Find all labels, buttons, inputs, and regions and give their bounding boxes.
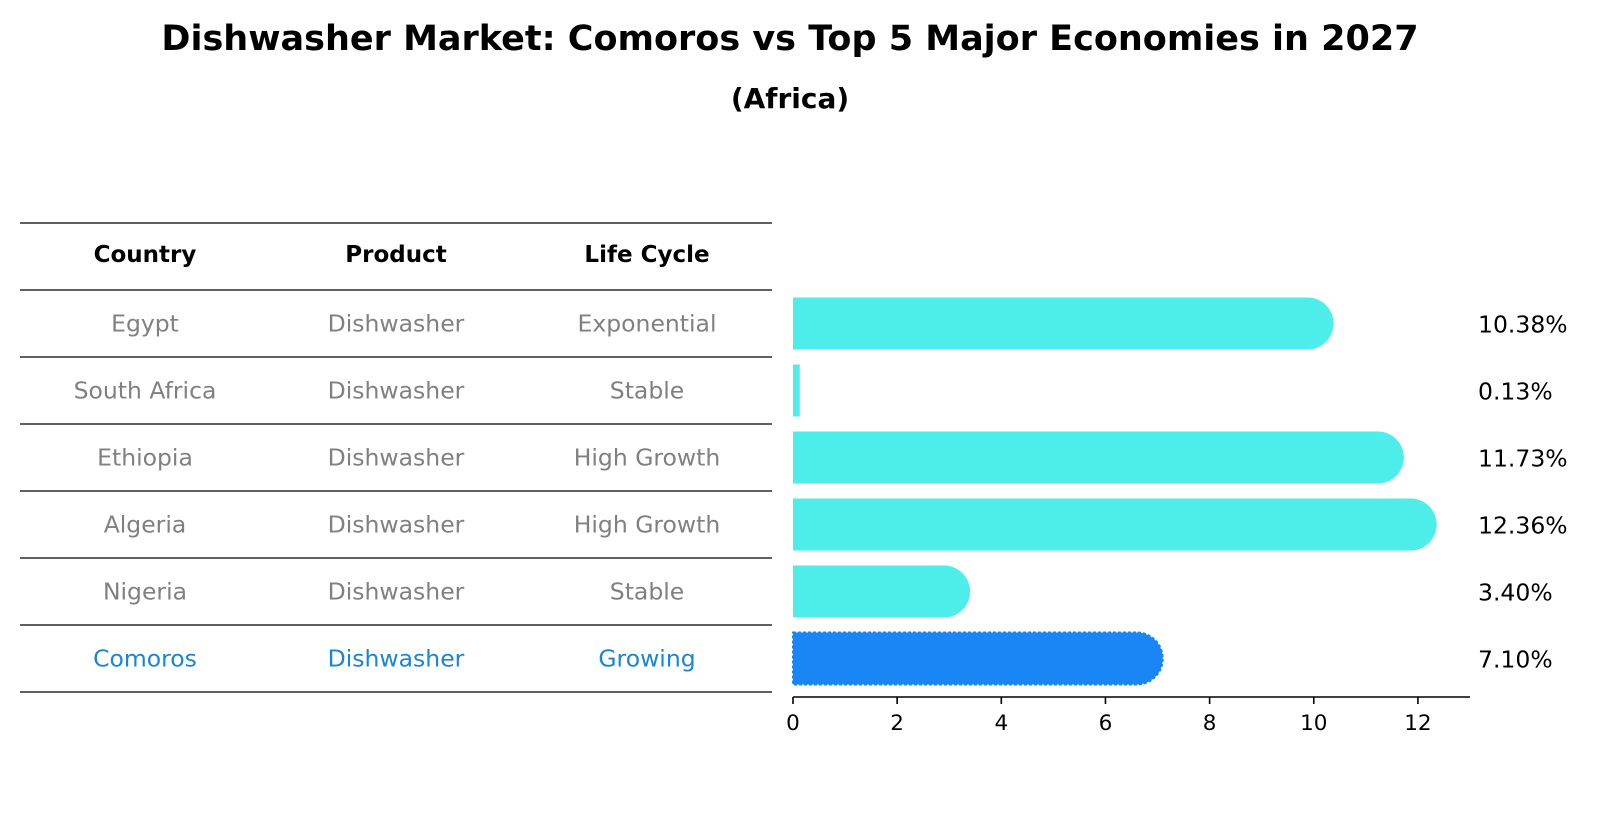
value-label: 7.10% <box>1478 646 1553 674</box>
cell-product: Dishwasher <box>328 645 465 673</box>
x-tick-label: 8 <box>1203 711 1217 736</box>
table-header-life-cycle: Life Cycle <box>584 242 709 268</box>
data-table: Country Product Life Cycle Egypt Dishwash… <box>20 222 772 693</box>
value-labels: 10.38% 0.13% 11.73% 12.36% 3.40% 7.10% <box>1478 311 1568 674</box>
chart-subtitle: (Africa) <box>731 82 849 115</box>
chart-title: Dishwasher Market: Comoros vs Top 5 Majo… <box>161 19 1418 59</box>
value-label: 12.36% <box>1478 512 1568 540</box>
cell-life-cycle: High Growth <box>574 511 721 539</box>
x-tick-label: 6 <box>1099 711 1113 736</box>
table-header-product: Product <box>345 242 446 268</box>
bar-algeria <box>793 498 1437 551</box>
cell-life-cycle: High Growth <box>574 444 721 472</box>
cell-country: Ethiopia <box>97 444 193 472</box>
cell-life-cycle: Exponential <box>578 310 717 338</box>
x-tick-label: 4 <box>994 711 1008 736</box>
cell-life-cycle: Stable <box>610 377 684 405</box>
cell-country: Egypt <box>111 310 179 338</box>
value-label: 3.40% <box>1478 579 1553 607</box>
x-tick-label: 0 <box>786 711 800 736</box>
cell-product: Dishwasher <box>328 511 465 539</box>
bar-series <box>792 297 1437 686</box>
x-axis: 0 2 4 6 8 10 12 <box>786 696 1470 736</box>
x-tick-label: 2 <box>890 711 904 736</box>
cell-product: Dishwasher <box>328 578 465 606</box>
cell-country: Nigeria <box>103 578 187 606</box>
table-header-country: Country <box>94 242 197 268</box>
cell-product: Dishwasher <box>328 310 465 338</box>
cell-country: South Africa <box>74 377 217 405</box>
value-label: 11.73% <box>1478 445 1568 473</box>
cell-country: Algeria <box>104 511 187 539</box>
value-label: 10.38% <box>1478 311 1568 339</box>
bar-south-africa <box>793 364 800 417</box>
x-tick-label: 12 <box>1404 711 1431 736</box>
bar-egypt <box>793 297 1334 350</box>
cell-product: Dishwasher <box>328 377 465 405</box>
cell-life-cycle: Stable <box>610 578 684 606</box>
bar-nigeria <box>793 565 971 618</box>
cell-life-cycle: Growing <box>598 645 695 673</box>
bar-comoros <box>792 631 1164 686</box>
value-label: 0.13% <box>1478 378 1553 406</box>
cell-product: Dishwasher <box>328 444 465 472</box>
x-tick-label: 10 <box>1300 711 1327 736</box>
bar-ethiopia <box>793 431 1404 484</box>
cell-country: Comoros <box>93 645 197 673</box>
